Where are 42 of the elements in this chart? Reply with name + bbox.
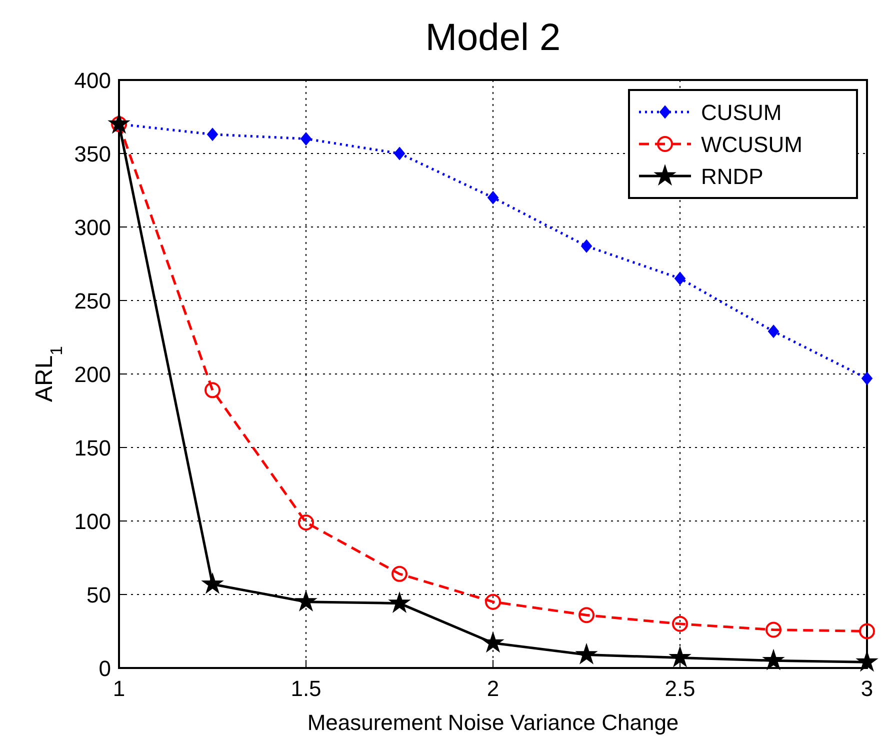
point [201,572,224,594]
point [298,514,314,530]
point [300,132,312,146]
point [392,566,408,582]
y-tick-label: 350 [74,142,111,166]
y-tick-label: 250 [74,288,111,314]
point [672,616,688,632]
point [207,128,218,141]
chart-title: Model 2 [425,17,561,59]
point [581,240,592,253]
point [394,147,405,160]
point [482,631,504,653]
y-tick-label: 50 [86,582,111,608]
x-tick-label: 2.5 [664,676,696,701]
point [485,594,501,610]
point [862,372,872,385]
point [762,648,785,670]
point [388,591,411,613]
y-tick-label: 300 [74,215,111,240]
y-tick-label: 400 [74,68,111,93]
legend-label: RNDP [701,164,764,189]
x-axis-title: Measurement Noise Variance Change [307,710,679,735]
x-tick-label: 2 [486,676,500,701]
point [766,622,782,638]
point [859,623,875,640]
y-tick-label: 100 [74,509,111,534]
y-tick-label: 150 [74,436,111,460]
point [668,646,692,668]
point [768,324,779,338]
y-tick-label: 0 [98,656,111,681]
point [578,607,594,624]
x-tick-label: 3 [860,676,874,701]
point [204,382,220,398]
x-tick-label: 1.5 [290,676,322,701]
point [294,590,318,612]
legend-label: WCUSUM [701,132,802,157]
point [575,642,598,664]
point [488,191,498,204]
legend-label: CUSUM [701,100,782,125]
point [674,272,686,285]
y-tick-label: 200 [74,362,111,387]
x-tick-label: 1 [112,676,126,701]
